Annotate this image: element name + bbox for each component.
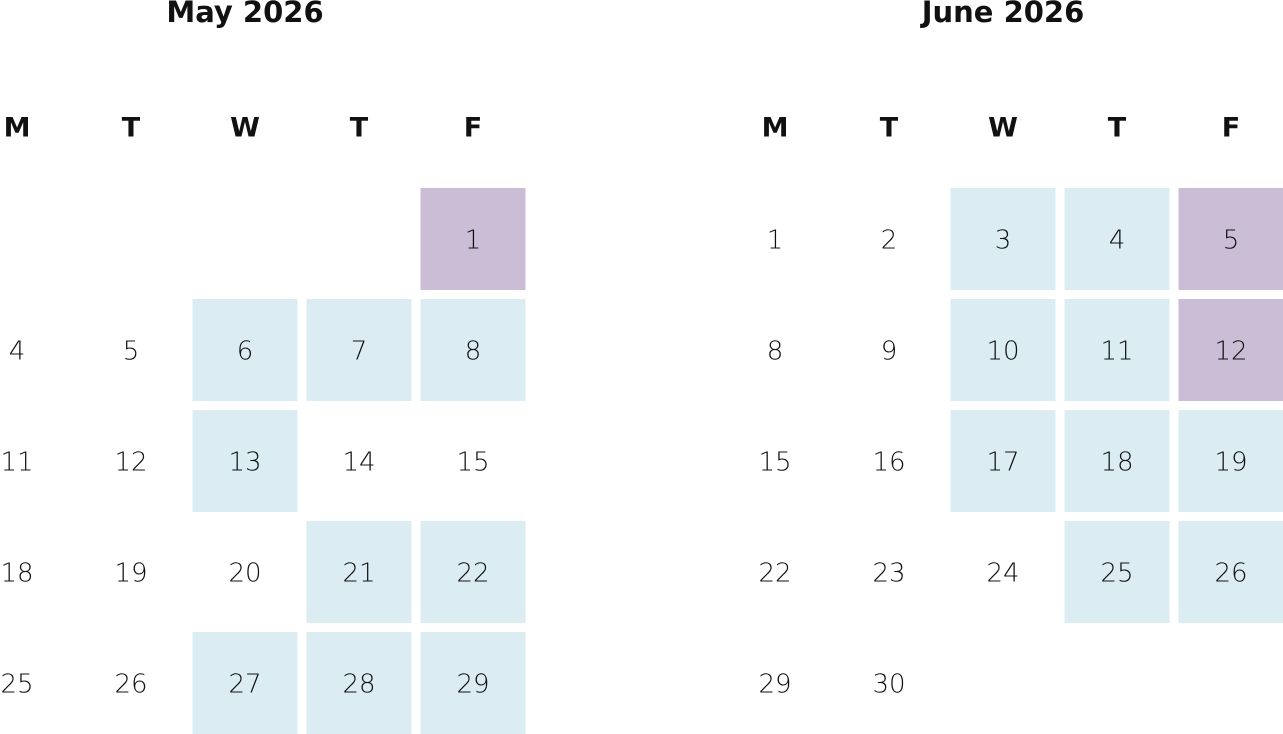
day-number: 30 xyxy=(872,670,905,700)
day-number: 27 xyxy=(228,670,261,700)
day-number: 4 xyxy=(9,337,26,367)
day-number: 11 xyxy=(1100,337,1133,367)
day-number: 8 xyxy=(767,337,784,367)
day-highlight xyxy=(1178,299,1283,401)
day-number: 23 xyxy=(872,559,905,589)
day-number: 12 xyxy=(1214,337,1247,367)
day-number: 10 xyxy=(986,337,1019,367)
weekday-label: T xyxy=(1108,113,1127,144)
day-number: 24 xyxy=(986,559,1019,589)
day-number: 15 xyxy=(456,448,489,478)
day-number: 5 xyxy=(123,337,140,367)
weekday-label: T xyxy=(122,113,141,144)
day-highlight xyxy=(420,299,526,401)
day-number: 25 xyxy=(1100,559,1133,589)
day-number: 18 xyxy=(0,559,33,589)
day-highlight xyxy=(420,632,526,734)
day-number: 16 xyxy=(872,448,905,478)
day-number: 20 xyxy=(228,559,261,589)
day-number: 21 xyxy=(342,559,375,589)
day-number: 15 xyxy=(758,448,791,478)
day-number: 26 xyxy=(1214,559,1247,589)
day-highlight xyxy=(306,632,412,734)
weekday-label: M xyxy=(762,113,789,144)
day-highlight xyxy=(1178,410,1283,512)
day-number: 28 xyxy=(342,670,375,700)
day-highlight xyxy=(192,410,298,512)
month-title: May 2026 xyxy=(166,0,323,29)
day-number: 8 xyxy=(465,337,482,367)
weekday-label: T xyxy=(350,113,369,144)
day-highlight xyxy=(950,299,1056,401)
day-number: 1 xyxy=(767,226,784,256)
day-number: 22 xyxy=(758,559,791,589)
day-highlight xyxy=(420,188,526,290)
day-number: 7 xyxy=(351,337,368,367)
weekday-label: M xyxy=(4,113,31,144)
day-highlight xyxy=(1064,299,1170,401)
day-number: 22 xyxy=(456,559,489,589)
day-highlight xyxy=(1178,188,1283,290)
day-highlight xyxy=(1178,521,1283,623)
day-highlight xyxy=(420,521,526,623)
day-highlight xyxy=(192,632,298,734)
weekday-label: F xyxy=(464,113,482,144)
month-title: June 2026 xyxy=(920,0,1085,29)
day-number: 5 xyxy=(1223,226,1240,256)
day-number: 6 xyxy=(237,337,254,367)
day-number: 11 xyxy=(0,448,33,478)
day-number: 18 xyxy=(1100,448,1133,478)
day-number: 19 xyxy=(1214,448,1247,478)
day-number: 1 xyxy=(465,226,482,256)
day-highlight xyxy=(950,188,1056,290)
day-number: 17 xyxy=(986,448,1019,478)
day-highlight xyxy=(1064,410,1170,512)
day-number: 2 xyxy=(881,226,898,256)
weekday-label: W xyxy=(988,113,1018,144)
weekday-label: W xyxy=(230,113,260,144)
day-number: 29 xyxy=(456,670,489,700)
day-number: 26 xyxy=(114,670,147,700)
day-number: 14 xyxy=(342,448,375,478)
weekday-label: F xyxy=(1222,113,1240,144)
day-number: 13 xyxy=(228,448,261,478)
day-highlight xyxy=(306,521,412,623)
day-number: 12 xyxy=(114,448,147,478)
day-number: 3 xyxy=(995,226,1012,256)
day-highlight xyxy=(950,410,1056,512)
day-number: 9 xyxy=(881,337,898,367)
day-number: 25 xyxy=(0,670,33,700)
day-number: 29 xyxy=(758,670,791,700)
day-highlight xyxy=(306,299,412,401)
weekday-label: T xyxy=(880,113,899,144)
day-number: 19 xyxy=(114,559,147,589)
day-highlight xyxy=(192,299,298,401)
day-highlight xyxy=(1064,521,1170,623)
day-number: 4 xyxy=(1109,226,1126,256)
day-highlight xyxy=(1064,188,1170,290)
